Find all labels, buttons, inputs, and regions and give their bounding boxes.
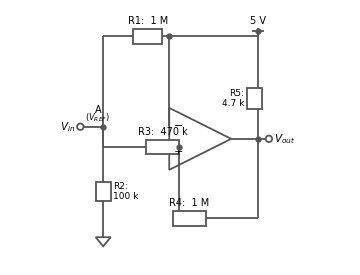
Text: R5:
4.7 k: R5: 4.7 k	[222, 89, 244, 108]
Bar	[96, 182, 111, 201]
Circle shape	[266, 136, 272, 142]
Text: $V_{in}$: $V_{in}$	[60, 120, 76, 134]
Bar	[133, 29, 162, 44]
Text: R1:  1 M: R1: 1 M	[127, 16, 168, 26]
Text: R4:  1 M: R4: 1 M	[169, 198, 210, 208]
Text: +: +	[174, 147, 184, 157]
Text: $V_{out}$: $V_{out}$	[274, 132, 295, 146]
Text: $(V_{REF})$: $(V_{REF})$	[85, 112, 110, 124]
Circle shape	[77, 123, 84, 130]
Text: R2:
100 k: R2: 100 k	[113, 182, 139, 201]
Bar	[247, 88, 261, 109]
Text: 5 V: 5 V	[250, 16, 266, 26]
Bar	[146, 139, 179, 154]
Text: −: −	[174, 121, 184, 131]
Text: A: A	[95, 104, 101, 115]
Text: R3:  470 k: R3: 470 k	[138, 127, 187, 137]
Bar	[173, 211, 206, 226]
